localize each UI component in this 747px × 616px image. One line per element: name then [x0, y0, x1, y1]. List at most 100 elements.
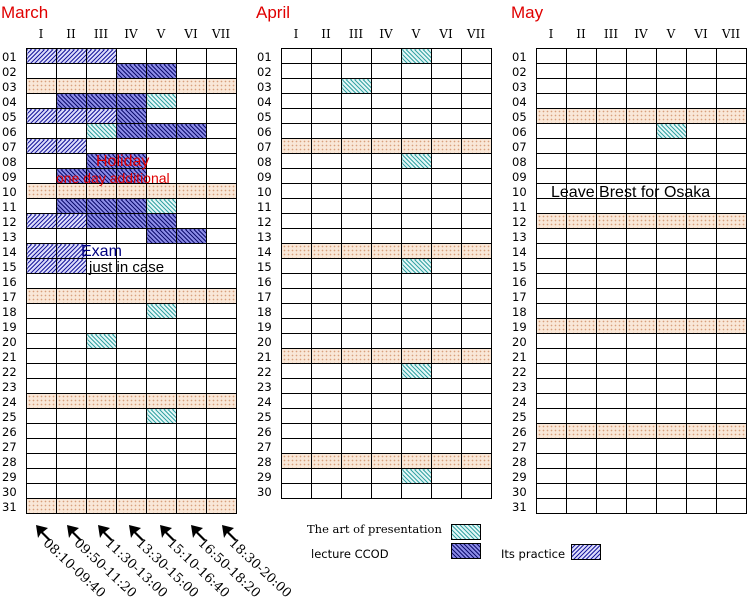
schedule-cell[interactable] [281, 243, 312, 259]
schedule-cell[interactable] [461, 93, 492, 109]
schedule-cell[interactable] [86, 318, 117, 334]
schedule-cell[interactable] [311, 123, 342, 139]
schedule-cell[interactable] [26, 183, 57, 199]
schedule-cell[interactable] [461, 168, 492, 184]
schedule-cell[interactable] [281, 273, 312, 289]
schedule-cell[interactable] [206, 363, 237, 379]
schedule-cell[interactable] [371, 213, 402, 229]
schedule-cell[interactable] [626, 483, 657, 499]
schedule-cell[interactable] [281, 228, 312, 244]
schedule-cell[interactable] [716, 228, 747, 244]
schedule-cell[interactable] [146, 138, 177, 154]
schedule-cell[interactable] [431, 63, 462, 79]
schedule-cell[interactable] [461, 138, 492, 154]
schedule-cell[interactable] [656, 363, 687, 379]
schedule-cell[interactable] [431, 453, 462, 469]
schedule-cell[interactable] [176, 48, 207, 64]
schedule-cell[interactable] [311, 228, 342, 244]
schedule-cell[interactable] [311, 273, 342, 289]
schedule-cell[interactable] [626, 108, 657, 124]
schedule-cell[interactable] [206, 318, 237, 334]
schedule-cell[interactable] [56, 213, 87, 229]
schedule-cell[interactable] [536, 108, 567, 124]
schedule-cell[interactable] [116, 198, 147, 214]
schedule-cell[interactable] [146, 78, 177, 94]
schedule-cell[interactable] [596, 273, 627, 289]
schedule-cell[interactable] [461, 123, 492, 139]
schedule-cell[interactable] [536, 258, 567, 274]
schedule-cell[interactable] [116, 483, 147, 499]
schedule-cell[interactable] [566, 213, 597, 229]
schedule-cell[interactable] [686, 138, 717, 154]
schedule-cell[interactable] [206, 78, 237, 94]
schedule-cell[interactable] [341, 183, 372, 199]
schedule-cell[interactable] [596, 348, 627, 364]
schedule-cell[interactable] [626, 213, 657, 229]
schedule-cell[interactable] [206, 153, 237, 169]
schedule-cell[interactable] [566, 423, 597, 439]
schedule-cell[interactable] [461, 198, 492, 214]
schedule-cell[interactable] [176, 438, 207, 454]
schedule-cell[interactable] [176, 93, 207, 109]
schedule-cell[interactable] [401, 63, 432, 79]
schedule-cell[interactable] [626, 243, 657, 259]
schedule-cell[interactable] [536, 273, 567, 289]
schedule-cell[interactable] [86, 93, 117, 109]
schedule-cell[interactable] [56, 168, 87, 184]
schedule-cell[interactable] [146, 243, 177, 259]
schedule-cell[interactable] [341, 93, 372, 109]
schedule-cell[interactable] [686, 168, 717, 184]
schedule-cell[interactable] [26, 468, 57, 484]
schedule-cell[interactable] [146, 288, 177, 304]
schedule-cell[interactable] [56, 468, 87, 484]
schedule-cell[interactable] [146, 198, 177, 214]
schedule-cell[interactable] [371, 93, 402, 109]
schedule-cell[interactable] [26, 453, 57, 469]
schedule-cell[interactable] [311, 348, 342, 364]
schedule-cell[interactable] [86, 498, 117, 514]
schedule-cell[interactable] [566, 318, 597, 334]
schedule-cell[interactable] [26, 243, 57, 259]
schedule-cell[interactable] [341, 423, 372, 439]
schedule-cell[interactable] [716, 48, 747, 64]
schedule-cell[interactable] [206, 303, 237, 319]
schedule-cell[interactable] [431, 408, 462, 424]
schedule-cell[interactable] [596, 468, 627, 484]
schedule-cell[interactable] [281, 78, 312, 94]
schedule-cell[interactable] [686, 363, 717, 379]
schedule-cell[interactable] [206, 108, 237, 124]
schedule-cell[interactable] [116, 468, 147, 484]
schedule-cell[interactable] [176, 393, 207, 409]
schedule-cell[interactable] [686, 318, 717, 334]
schedule-cell[interactable] [281, 408, 312, 424]
schedule-cell[interactable] [596, 318, 627, 334]
schedule-cell[interactable] [371, 348, 402, 364]
schedule-cell[interactable] [206, 228, 237, 244]
schedule-cell[interactable] [656, 438, 687, 454]
schedule-cell[interactable] [371, 423, 402, 439]
schedule-cell[interactable] [461, 468, 492, 484]
schedule-cell[interactable] [341, 258, 372, 274]
schedule-cell[interactable] [656, 243, 687, 259]
schedule-cell[interactable] [341, 363, 372, 379]
schedule-cell[interactable] [686, 48, 717, 64]
schedule-cell[interactable] [26, 273, 57, 289]
schedule-cell[interactable] [431, 438, 462, 454]
schedule-cell[interactable] [341, 228, 372, 244]
schedule-cell[interactable] [26, 138, 57, 154]
schedule-cell[interactable] [716, 258, 747, 274]
schedule-cell[interactable] [716, 213, 747, 229]
schedule-cell[interactable] [176, 213, 207, 229]
schedule-cell[interactable] [536, 213, 567, 229]
schedule-cell[interactable] [176, 258, 207, 274]
schedule-cell[interactable] [431, 423, 462, 439]
schedule-cell[interactable] [311, 333, 342, 349]
schedule-cell[interactable] [626, 318, 657, 334]
schedule-cell[interactable] [311, 288, 342, 304]
schedule-cell[interactable] [401, 378, 432, 394]
schedule-cell[interactable] [311, 363, 342, 379]
schedule-cell[interactable] [371, 63, 402, 79]
schedule-cell[interactable] [431, 348, 462, 364]
schedule-cell[interactable] [281, 138, 312, 154]
schedule-cell[interactable] [716, 468, 747, 484]
